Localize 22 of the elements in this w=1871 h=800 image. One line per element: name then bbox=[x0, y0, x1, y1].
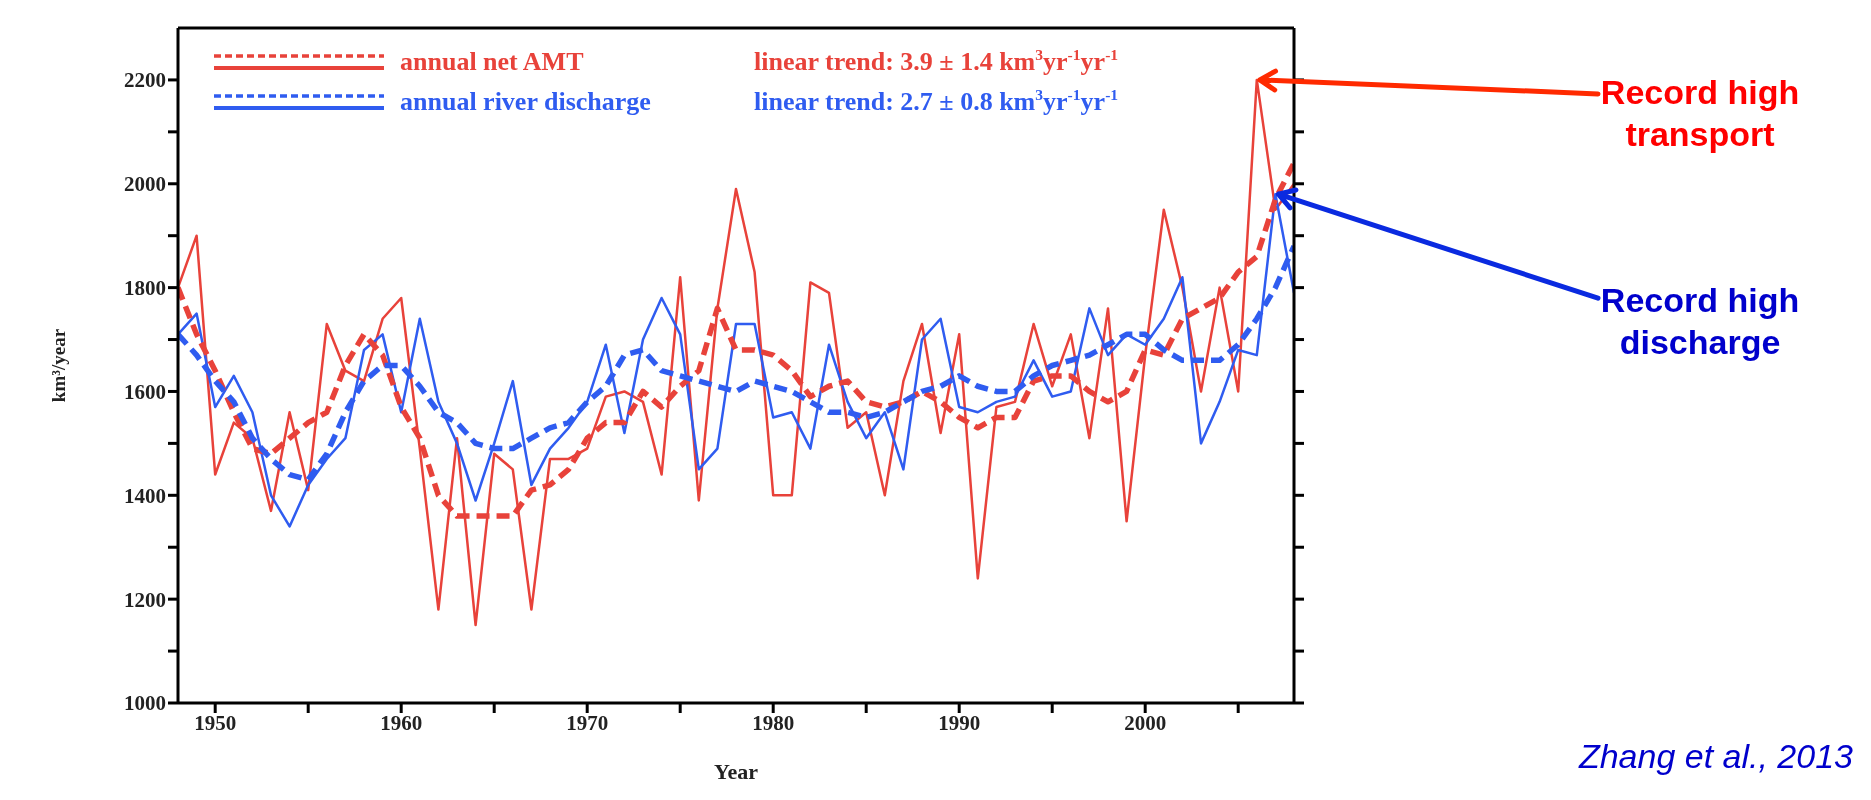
text: annual river discharge bbox=[400, 87, 651, 116]
text: Zhang et al., 2013 bbox=[1577, 737, 1854, 775]
y-axis-title: km³/year bbox=[47, 328, 69, 403]
x-tick-label: 1970 bbox=[566, 710, 609, 735]
text: annual net AMT bbox=[400, 47, 584, 76]
y-tick-label: 2000 bbox=[124, 172, 166, 197]
x-tick-label: 1980 bbox=[752, 710, 795, 735]
x-tick-label: 2000 bbox=[1124, 710, 1167, 735]
y-tick-label: 1200 bbox=[124, 587, 166, 612]
annotation: linear trend: 2.7 ± 0.8 km$^{3}$yr$^{-1}$yr$^{-1}$ bbox=[754, 85, 1119, 116]
x-tick-label: 1960 bbox=[380, 710, 423, 735]
y-tick-label: 2200 bbox=[124, 68, 166, 93]
x-tick-label: 1990 bbox=[938, 710, 981, 735]
annotation: Record high discharge bbox=[1600, 281, 1800, 362]
y-tick-label: 1800 bbox=[124, 276, 166, 301]
y-tick-label: 1000 bbox=[124, 691, 166, 716]
annotation: Record high transport bbox=[1600, 72, 1800, 153]
annotation: linear trend: 3.9 ± 1.4 km$^{3}$yr$^{-1}$yr$^{-1}$ bbox=[754, 45, 1119, 76]
x-axis-title: Year bbox=[714, 759, 759, 784]
y-tick-label: 1600 bbox=[124, 379, 166, 404]
y-tick-label: 1400 bbox=[124, 483, 166, 508]
x-tick-label: 1950 bbox=[194, 710, 237, 735]
